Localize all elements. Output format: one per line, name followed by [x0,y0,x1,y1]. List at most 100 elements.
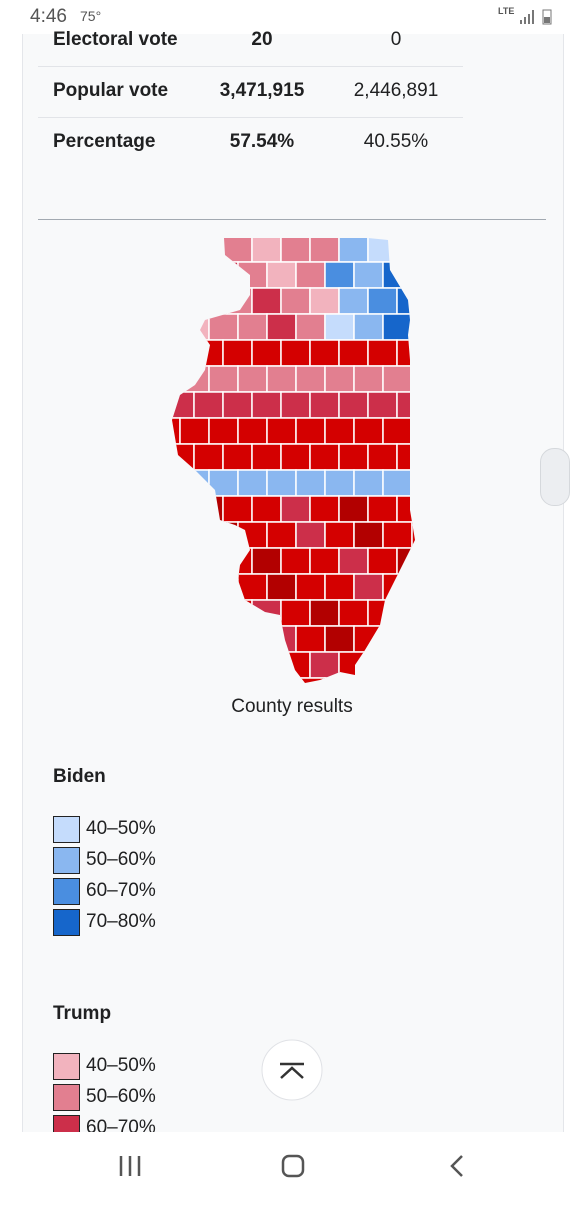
county [411,573,415,601]
county [280,443,311,471]
county [222,599,253,627]
county-map [172,238,415,683]
county [309,599,340,627]
county [172,651,195,679]
county [266,469,297,497]
county [237,573,268,601]
county [411,469,415,497]
cell-value: 2,446,891 [353,80,439,101]
legend-swatch [53,816,80,843]
county [251,238,282,263]
county [179,365,210,393]
nav-icons [119,1154,463,1178]
county [179,521,210,549]
scroll-top-button[interactable] [258,1036,328,1106]
county [251,599,282,627]
county [251,495,282,523]
county [411,313,415,341]
county [280,391,311,419]
county [295,573,326,601]
county [266,625,297,653]
county [266,573,297,601]
county [193,339,224,367]
county [309,391,340,419]
county [280,495,311,523]
row-label: Popular vote [53,80,169,101]
legend-label: 50–60% [86,1086,156,1107]
legend-label: 60–70% [86,880,156,901]
county [382,313,413,341]
county [338,547,369,575]
status-icons [520,9,552,25]
cell-value: 20 [251,29,273,50]
legend-swatch [53,847,80,874]
legend-label: 40–50% [86,1055,156,1076]
county [295,625,326,653]
county [237,677,268,683]
county [295,417,326,445]
divider [38,219,546,220]
county [280,547,311,575]
county [193,651,224,679]
county [396,287,415,315]
county [172,417,181,445]
county [367,287,398,315]
legend-swatch [53,878,80,905]
county [353,521,384,549]
recent-apps[interactable] [119,1156,141,1176]
county [179,417,210,445]
county [353,365,384,393]
county [280,238,311,263]
county [222,339,253,367]
legend-swatch [53,1053,80,1080]
county [411,261,415,289]
county [266,677,297,683]
county [266,365,297,393]
home[interactable] [281,1154,305,1178]
county [309,238,340,263]
county [172,677,181,683]
county [367,547,398,575]
status-bar: 4:46 75° LTE [0,0,584,34]
county [396,443,415,471]
county [338,238,369,263]
county [338,599,369,627]
county [324,521,355,549]
county [193,599,224,627]
county [222,443,253,471]
county [193,443,224,471]
county [411,677,415,683]
county [237,313,268,341]
county [172,261,181,289]
county [367,443,398,471]
county [411,417,415,445]
county [172,521,181,549]
county [353,313,384,341]
row-separator [38,117,463,118]
nav-bar [0,1132,584,1200]
county [396,547,415,575]
county [208,469,239,497]
county [208,573,239,601]
county [396,238,415,263]
county [338,651,369,679]
legend-swatch [53,1084,80,1111]
county [222,495,253,523]
county [208,625,239,653]
legend-label: 70–80% [86,911,156,932]
county [324,365,355,393]
county [295,521,326,549]
county [338,495,369,523]
cell-value: 40.55% [363,131,429,152]
county [222,651,253,679]
row-separator [38,66,463,67]
county [396,391,415,419]
county [309,651,340,679]
legend-label: 40–50% [86,818,156,839]
cell-value: 57.54% [229,131,295,152]
county [179,573,210,601]
scroll-handle[interactable] [540,448,570,506]
back[interactable] [450,1155,463,1177]
county [295,313,326,341]
county [222,391,253,419]
